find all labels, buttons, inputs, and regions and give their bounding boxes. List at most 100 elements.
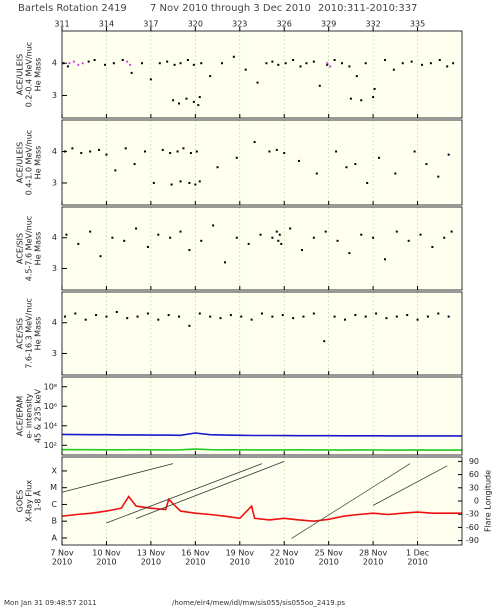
point [198, 96, 201, 99]
bottom-tick-year: 2010 [230, 558, 250, 567]
y-tick-label: 3 [52, 349, 57, 358]
point [192, 63, 195, 66]
y-axis-label: He Mass [34, 232, 43, 266]
y-axis-label: 0.4-1.0 MeV/nuc [25, 130, 34, 195]
bottom-tick-year: 2010 [274, 558, 294, 567]
point [277, 63, 280, 66]
top-tick-label: 317 [143, 20, 158, 29]
y-tick-label: 10² [44, 441, 57, 450]
y2-tick-label: 90 [469, 457, 479, 466]
point [209, 75, 212, 78]
point [68, 62, 71, 65]
point [216, 166, 219, 169]
point [98, 148, 101, 151]
point [452, 62, 455, 65]
y-tick-label: 10⁶ [44, 402, 57, 411]
point [63, 315, 66, 318]
y-tick-label: 3 [52, 264, 57, 273]
panel-bg [62, 292, 462, 375]
point [283, 152, 286, 155]
point [172, 99, 175, 102]
point [130, 71, 133, 74]
point [450, 230, 453, 233]
point [152, 181, 155, 184]
point [278, 233, 281, 236]
point [323, 340, 326, 343]
top-tick-label: 320 [188, 20, 203, 29]
y-tick-label: A [52, 533, 58, 542]
point [71, 147, 74, 150]
point [326, 63, 329, 66]
point [413, 150, 416, 153]
point [375, 312, 378, 315]
point [395, 315, 398, 318]
point [407, 239, 410, 242]
point [312, 312, 315, 315]
bottom-tick-label: 25 Nov [314, 549, 343, 558]
y-axis-label: 0.2-0.4 MeV/nuc [25, 42, 34, 107]
point [383, 59, 386, 61]
point [348, 252, 351, 255]
point [364, 62, 367, 65]
point [77, 63, 80, 66]
y2-tick-label: -90 [466, 536, 479, 545]
point [146, 245, 149, 248]
point [198, 312, 201, 315]
point [74, 312, 77, 315]
point [99, 255, 102, 258]
y-axis-label: GOES [16, 490, 25, 513]
date-range: 7 Nov 2010 through 3 Dec 2010 [150, 3, 311, 14]
point [318, 84, 321, 87]
point [176, 150, 179, 153]
panel-frame [61, 456, 463, 546]
point [275, 230, 278, 233]
y2-tick-label: 60 [469, 470, 479, 479]
point [143, 150, 146, 153]
point [146, 312, 149, 315]
rotation-title: Bartels Rotation 2419 [18, 3, 127, 14]
point [324, 230, 327, 233]
point [372, 236, 375, 239]
point [341, 62, 343, 65]
point [235, 156, 238, 159]
point [197, 104, 200, 107]
y-axis-label: ACE/EPAM [16, 396, 25, 437]
y-tick-label: 4 [52, 59, 57, 68]
point [305, 62, 308, 65]
point [192, 100, 195, 103]
line [61, 448, 462, 451]
point [345, 166, 348, 169]
point [426, 315, 429, 318]
point [221, 62, 223, 65]
y-axis-label: 4.5-7.6 MeV/nuc [25, 216, 34, 281]
panel-frame [61, 291, 463, 376]
point [373, 88, 376, 90]
point [66, 65, 69, 68]
point [326, 62, 329, 65]
point [95, 314, 98, 317]
y-tick-label: 4 [52, 318, 57, 327]
bottom-tick-year: 2010 [407, 558, 427, 567]
point [115, 310, 118, 313]
bottom-tick-year: 2010 [96, 558, 116, 567]
top-tick-label: 311 [54, 20, 69, 29]
point [161, 148, 164, 151]
bottom-tick-year: 2010 [141, 558, 161, 567]
line [106, 463, 263, 524]
bottom-tick-label: 16 Nov [181, 549, 210, 558]
point [259, 233, 262, 236]
bottom-tick-label: 1 Dec [406, 549, 429, 558]
bottom-tick-year: 2010 [318, 558, 338, 567]
point [447, 153, 450, 156]
bottom-tick-label: 19 Nov [226, 549, 255, 558]
point [65, 233, 68, 236]
point [431, 245, 434, 248]
point [281, 314, 284, 317]
point [189, 152, 192, 155]
top-tick-label: 326 [277, 20, 292, 29]
point [240, 315, 243, 318]
panel-bg [62, 377, 462, 455]
point [271, 60, 274, 63]
point [232, 55, 235, 58]
point [447, 315, 450, 318]
